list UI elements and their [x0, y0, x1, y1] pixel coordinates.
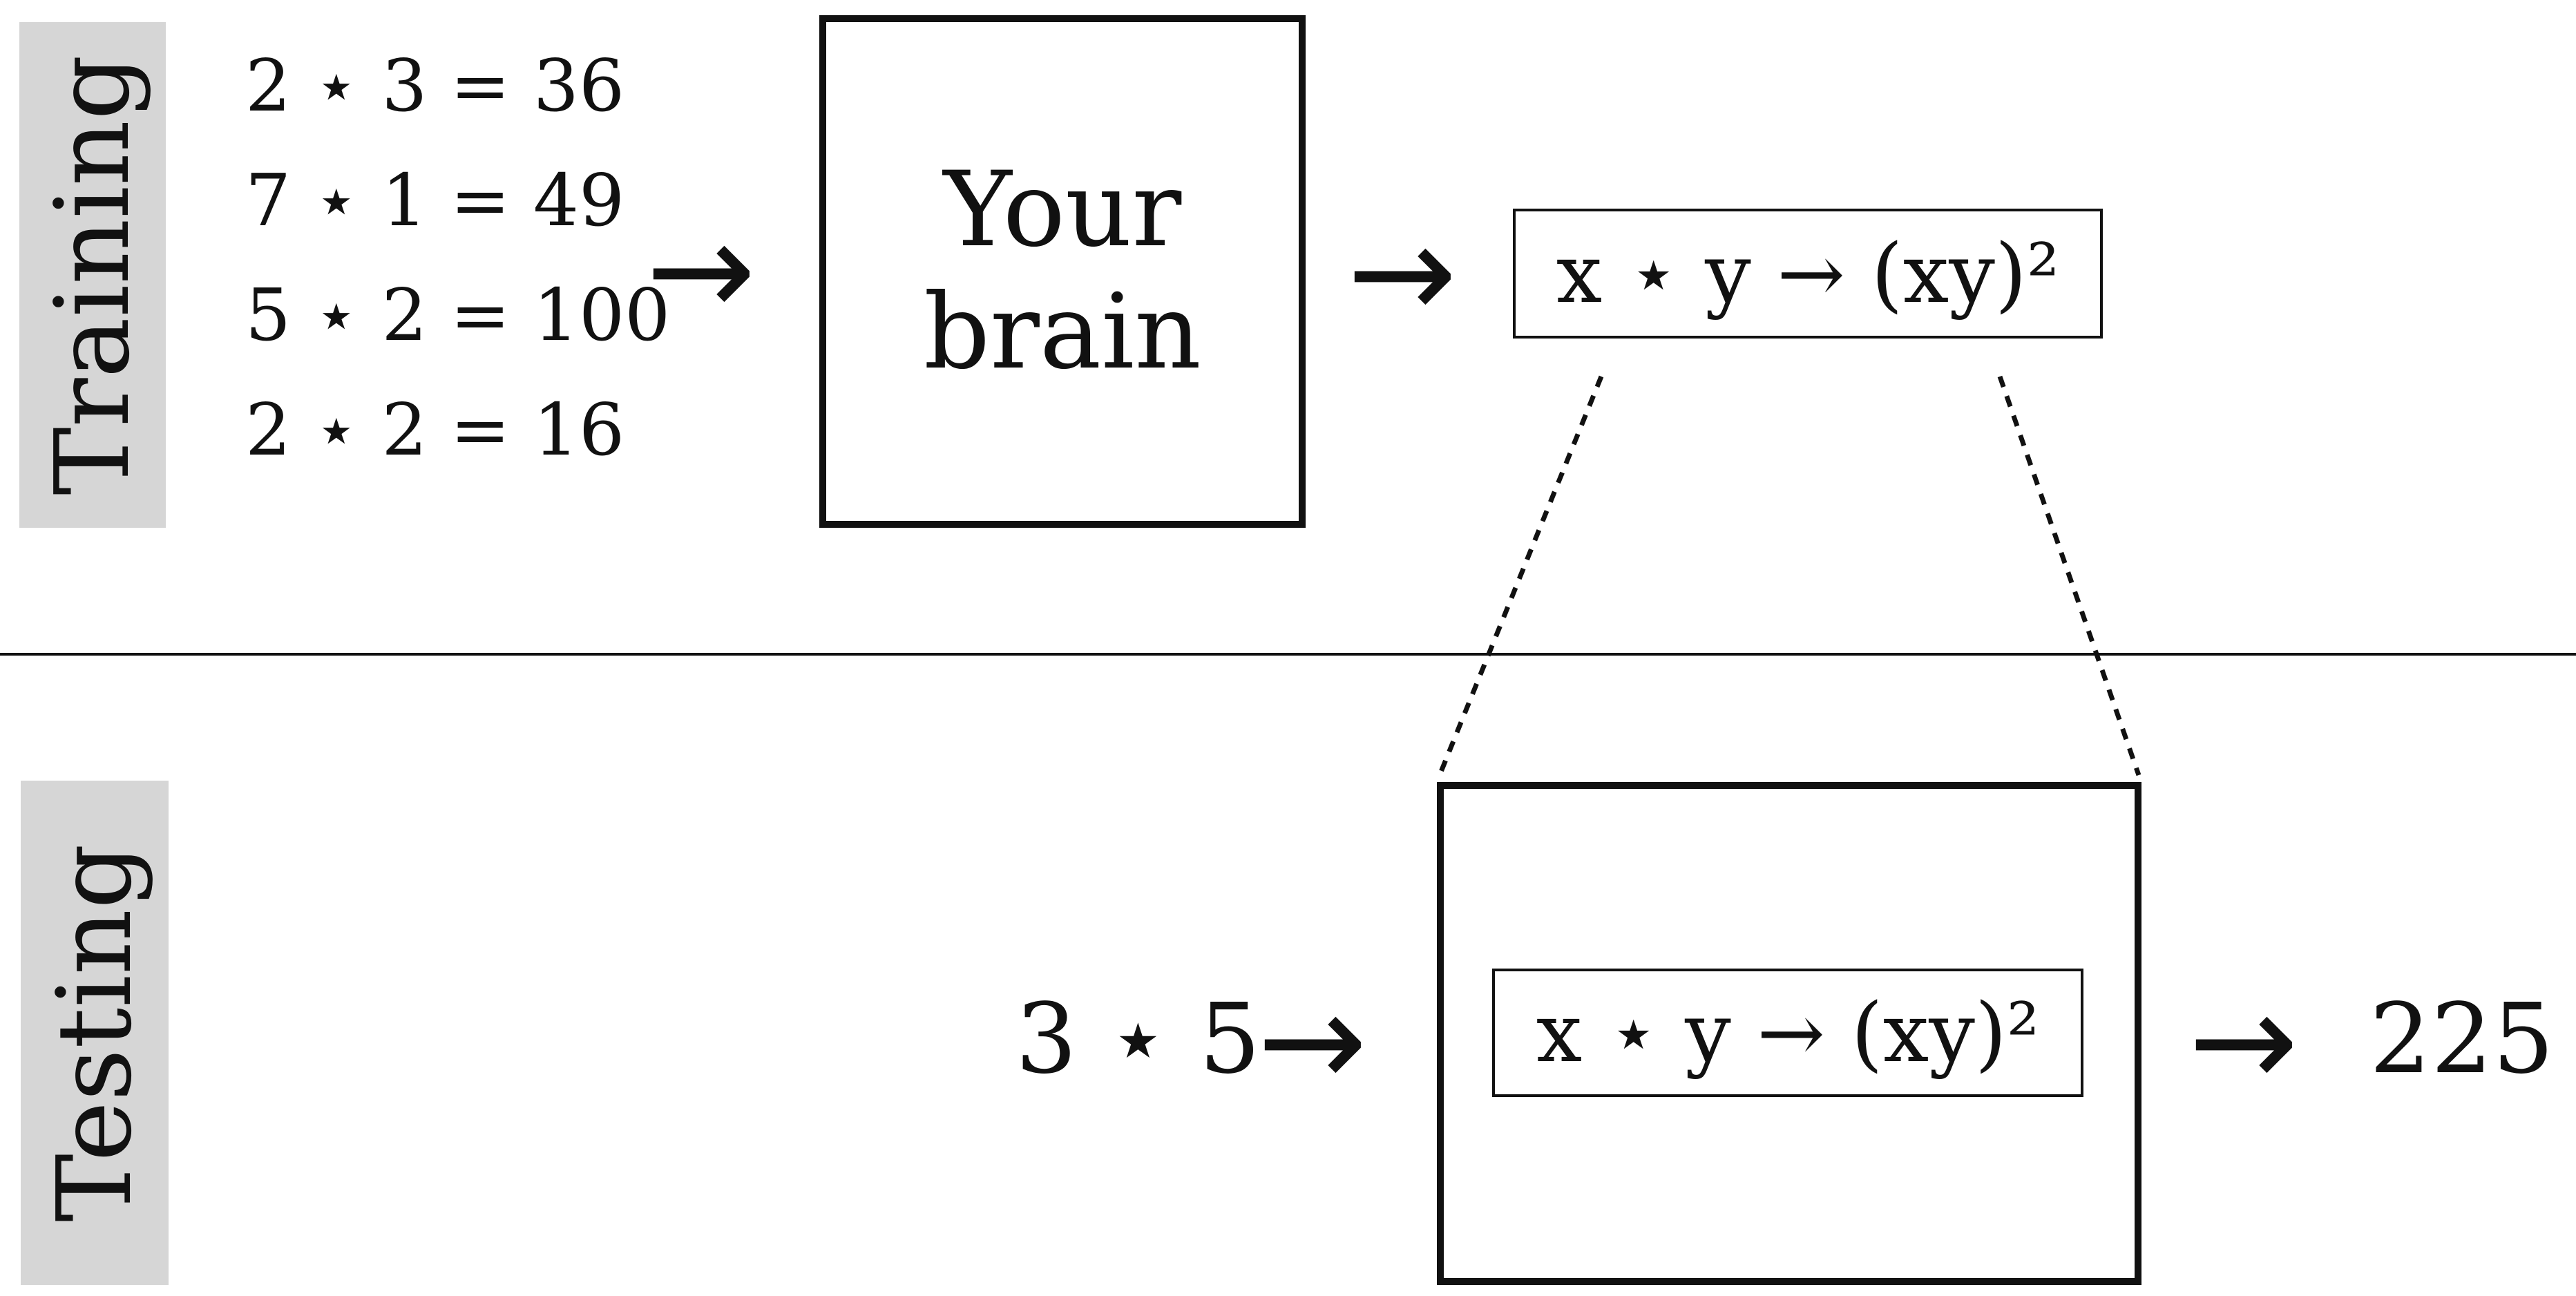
learned-rule-box: x ⋆ y → (xy)² [1513, 209, 2103, 339]
arrow-to-answer: → [2188, 964, 2299, 1117]
training-example: 7 ⋆ 1 = 49 [245, 158, 625, 242]
brain-box: Your brain [819, 15, 1306, 528]
brain-label-line1: Your [943, 150, 1182, 270]
learned-rule-text: x ⋆ y → (xy)² [1556, 226, 2060, 321]
testing-section-label: Testing [21, 781, 169, 1285]
zoom-line-left [1437, 375, 1604, 776]
training-example: 5 ⋆ 2 = 100 [245, 273, 671, 357]
arrow-to-brain: → [646, 193, 756, 346]
applied-rule-text: x ⋆ y → (xy)² [1536, 985, 2040, 1080]
training-examples: 2 ⋆ 3 = 36 7 ⋆ 1 = 49 5 ⋆ 2 = 100 2 ⋆ 2 … [245, 50, 670, 508]
zoom-line-right [1997, 375, 2141, 776]
training-example: 2 ⋆ 3 = 36 [245, 44, 625, 128]
training-example: 2 ⋆ 2 = 16 [245, 388, 625, 472]
test-answer: 225 [2369, 983, 2555, 1096]
arrow-to-model: → [1257, 964, 1368, 1117]
applied-rule-box: x ⋆ y → (xy)² [1492, 969, 2083, 1097]
arrow-to-rule: → [1347, 196, 1458, 349]
test-query: 3 ⋆ 5 [1015, 983, 1261, 1096]
training-section-label: Training [19, 22, 166, 528]
section-divider [0, 653, 2576, 656]
brain-label-line2: brain [924, 272, 1201, 392]
model-box [1437, 782, 2141, 1285]
